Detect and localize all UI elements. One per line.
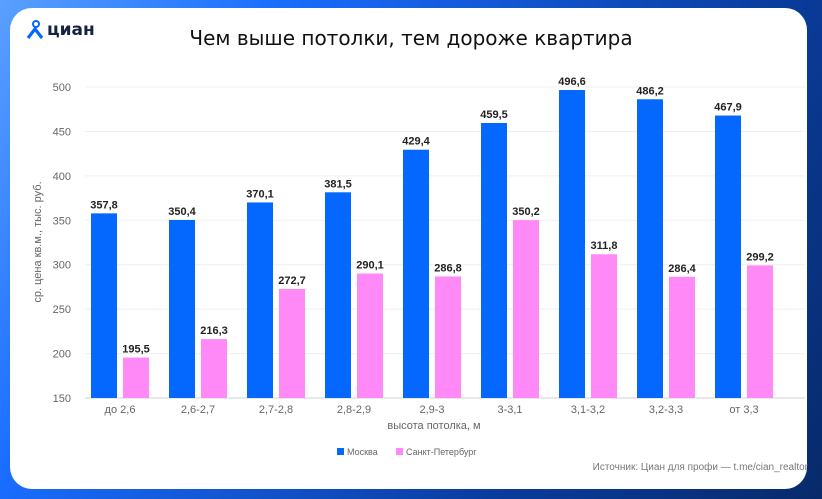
y-axis-label: ср. цена кв.м., тыс. руб. xyxy=(32,181,44,302)
data-label: 381,5 xyxy=(324,178,352,190)
legend-label: Москва xyxy=(347,447,378,457)
x-tick-label: от 3,3 xyxy=(729,404,758,416)
legend: Москва Санкт-Петербург xyxy=(337,447,477,457)
bar-moscow xyxy=(403,149,429,398)
bar-spb xyxy=(279,288,305,398)
y-tick-label: 300 xyxy=(53,260,71,272)
bar-spb xyxy=(123,357,149,398)
bar-moscow xyxy=(637,99,663,399)
data-label: 195,5 xyxy=(122,344,150,356)
y-tick-label: 450 xyxy=(53,126,71,138)
bar-spb xyxy=(201,339,227,398)
chart-title: Чем выше потолки, тем дороже квартира xyxy=(189,26,633,50)
data-label: 216,3 xyxy=(200,325,228,337)
x-axis-label: высота потолка, м xyxy=(387,420,480,432)
legend-item-spb: Санкт-Петербург xyxy=(396,447,477,457)
legend-item-moscow: Москва xyxy=(337,447,378,457)
bar-spb xyxy=(747,265,773,398)
legend-swatch xyxy=(396,448,403,455)
data-label: 350,4 xyxy=(168,206,196,218)
data-label: 357,8 xyxy=(90,199,118,211)
data-label: 350,2 xyxy=(512,206,540,218)
logo-text: циан xyxy=(47,20,95,40)
data-label: 272,7 xyxy=(278,275,306,287)
bar-moscow xyxy=(325,192,351,398)
bar-spb xyxy=(513,220,539,398)
data-label: 286,8 xyxy=(434,262,462,274)
data-label: 496,6 xyxy=(558,76,586,88)
x-tick-label: 2,8-2,9 xyxy=(337,404,371,416)
bar-moscow xyxy=(715,115,741,399)
data-label: 467,9 xyxy=(714,102,742,114)
cian-logo-icon xyxy=(26,20,44,39)
y-tick-label: 400 xyxy=(53,171,71,183)
data-label: 299,2 xyxy=(746,251,774,263)
bar-moscow xyxy=(247,202,273,398)
bar-moscow xyxy=(559,90,585,398)
source-note: Источник: Циан для профи — t.me/cian_rea… xyxy=(592,462,808,473)
x-tick-label: 2,6-2,7 xyxy=(181,404,215,416)
bar-moscow xyxy=(481,122,507,398)
x-tick-label: 3-3,1 xyxy=(497,404,522,416)
y-tick-label: 150 xyxy=(53,393,71,405)
bar-moscow xyxy=(91,213,117,398)
legend-swatch xyxy=(337,448,344,455)
data-label: 311,8 xyxy=(591,240,618,252)
x-tick-label: 3,2-3,3 xyxy=(649,404,683,416)
legend-label: Санкт-Петербург xyxy=(406,447,477,457)
x-tick-label: 2,9-3 xyxy=(419,404,444,416)
y-tick-label: 350 xyxy=(53,215,71,227)
x-axis-ticks: до 2,6 2,6-2,7 2,7-2,8 2,8-2,9 2,9-3 3-3,1 3,1… xyxy=(105,404,759,416)
data-label: 486,2 xyxy=(636,85,664,97)
data-label: 290,1 xyxy=(356,260,384,272)
x-tick-label: 2,7-2,8 xyxy=(259,404,293,416)
data-label: 370,1 xyxy=(246,188,274,200)
x-tick-label: 3,1-3,2 xyxy=(571,404,605,416)
bars: 357,8 195,5 350,4 216,3 370,1 272,7 381,5 290,1… xyxy=(90,76,774,399)
bar-spb xyxy=(435,276,461,398)
y-axis-ticks: 150 200 250 300 350 400 450 500 xyxy=(53,82,71,405)
y-tick-label: 250 xyxy=(53,304,71,316)
bar-moscow xyxy=(169,219,195,398)
y-tick-label: 200 xyxy=(53,349,71,361)
bar-spb xyxy=(669,276,695,398)
bar-spb xyxy=(357,273,383,398)
data-label: 429,4 xyxy=(402,136,430,148)
data-label: 459,5 xyxy=(480,109,508,121)
x-tick-label: до 2,6 xyxy=(105,404,136,416)
data-label: 286,4 xyxy=(668,263,696,275)
cian-logo: циан xyxy=(26,20,95,40)
y-tick-label: 500 xyxy=(53,82,71,94)
bar-spb xyxy=(591,254,617,398)
